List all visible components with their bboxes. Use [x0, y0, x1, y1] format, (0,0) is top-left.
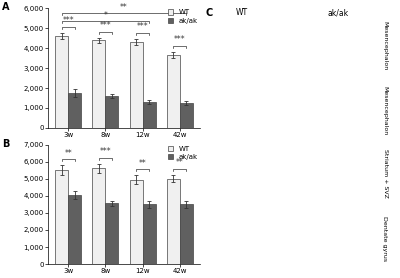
Bar — [92, 168, 106, 264]
Text: GCL: GCL — [240, 226, 250, 231]
Text: ***: *** — [100, 147, 111, 157]
Bar — [130, 42, 142, 128]
Y-axis label: number of TH+ cells in the SN: number of TH+ cells in the SN — [0, 10, 2, 126]
Bar — [180, 204, 192, 264]
Bar — [56, 36, 68, 128]
Text: **: ** — [176, 158, 184, 167]
Text: GCL: GCL — [323, 226, 332, 231]
Text: ak/ak: ak/ak — [328, 8, 348, 17]
Text: S: S — [251, 178, 254, 183]
Bar — [56, 170, 68, 264]
Text: **: ** — [139, 158, 146, 168]
Text: GCL: GCL — [323, 252, 332, 257]
Text: C: C — [206, 8, 213, 18]
Text: Mesencephalon: Mesencephalon — [382, 86, 388, 135]
Bar — [142, 102, 156, 128]
Bar — [68, 195, 81, 264]
Text: ***: *** — [137, 23, 148, 31]
Text: Mesencephalon: Mesencephalon — [382, 21, 388, 71]
Text: WT: WT — [236, 8, 248, 17]
Bar — [130, 180, 142, 264]
Bar — [180, 103, 192, 128]
Text: Dentate gyrus: Dentate gyrus — [382, 216, 388, 261]
Legend: WT, ak/ak: WT, ak/ak — [168, 9, 198, 24]
Bar — [106, 96, 118, 128]
Text: GCL: GCL — [240, 252, 250, 257]
Bar — [106, 203, 118, 264]
Text: A: A — [2, 3, 10, 12]
Text: ***: *** — [100, 21, 111, 30]
Text: *: * — [104, 11, 108, 20]
Y-axis label: number of TH+ cells in the VTA: number of TH+ cells in the VTA — [0, 145, 2, 264]
Text: ***: *** — [174, 35, 186, 44]
Bar — [68, 93, 81, 128]
Text: V: V — [313, 157, 316, 162]
Text: V: V — [230, 157, 233, 162]
Legend: WT, ak/ak: WT, ak/ak — [168, 146, 198, 160]
Text: Striatum + SVZ: Striatum + SVZ — [382, 149, 388, 197]
Text: S: S — [334, 178, 337, 183]
Bar — [92, 40, 106, 128]
Bar — [167, 55, 180, 128]
Text: **: ** — [64, 149, 72, 158]
Text: **: ** — [120, 3, 128, 12]
Text: B: B — [2, 138, 10, 148]
Text: ***: *** — [62, 16, 74, 26]
Bar — [142, 204, 156, 264]
Bar — [167, 179, 180, 264]
